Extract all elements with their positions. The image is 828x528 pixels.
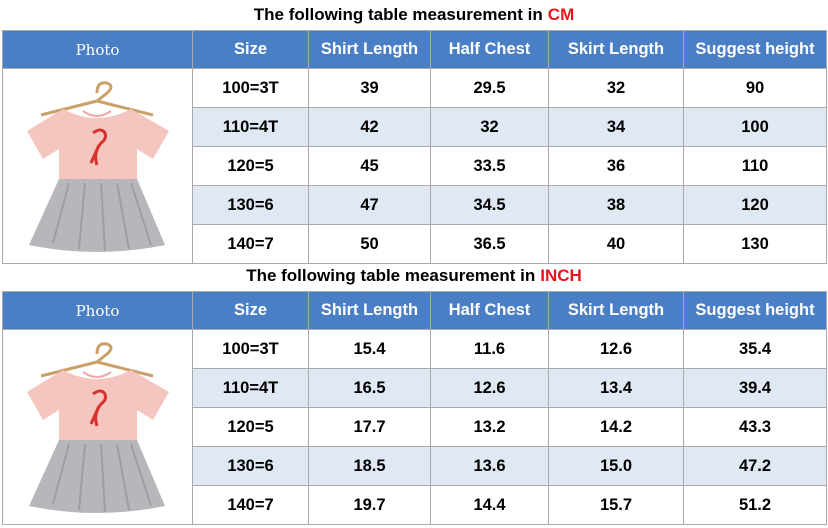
header-row: Photo Size Shirt Length Half Chest Skirt… [2, 291, 827, 330]
size-cell: 100=3T [192, 329, 309, 369]
shirt-length-cell: 47 [308, 185, 431, 225]
header-suggest-height: Suggest height [683, 30, 827, 69]
table-row: 120=5 17.7 13.2 14.2 43.3 [3, 407, 827, 447]
skirt-length-cell: 36 [548, 146, 684, 186]
size-cell: 130=6 [192, 446, 309, 486]
table-row: 100=3T 39 29.5 32 90 [2, 68, 827, 264]
half-chest-cell: 29.5 [430, 68, 549, 108]
cm-unit-label: CM [547, 5, 575, 24]
half-chest-cell: 11.6 [430, 329, 549, 369]
size-cell: 140=7 [192, 485, 309, 525]
table-row: 140=7 19.7 14.4 15.7 51.2 [3, 485, 827, 525]
shirt-length-cell: 17.7 [308, 407, 431, 447]
half-chest-cell: 34.5 [430, 185, 549, 225]
header-size: Size [192, 30, 309, 69]
cm-size-table: Photo Size Shirt Length Half Chest Skirt… [2, 30, 827, 264]
header-shirt-length: Shirt Length [308, 291, 431, 330]
header-half-chest: Half Chest [430, 291, 549, 330]
skirt-length-cell: 15.0 [548, 446, 684, 486]
suggest-height-cell: 47.2 [683, 446, 827, 486]
suggest-height-cell: 120 [683, 185, 827, 225]
shirt-length-cell: 15.4 [308, 329, 431, 369]
half-chest-cell: 32 [430, 107, 549, 147]
shirt-length-cell: 18.5 [308, 446, 431, 486]
skirt-length-cell: 34 [548, 107, 684, 147]
skirt-length-cell: 13.4 [548, 368, 684, 408]
skirt-length-cell: 15.7 [548, 485, 684, 525]
inch-size-table: Photo Size Shirt Length Half Chest Skirt… [2, 291, 827, 525]
table-row: 130=6 47 34.5 38 120 [3, 185, 827, 225]
skirt-length-cell: 14.2 [548, 407, 684, 447]
skirt-length-cell: 38 [548, 185, 684, 225]
header-size: Size [192, 291, 309, 330]
header-row: Photo Size Shirt Length Half Chest Skirt… [2, 30, 827, 69]
header-half-chest: Half Chest [430, 30, 549, 69]
inch-table-title: The following table measurement in INCH [0, 261, 828, 291]
suggest-height-cell: 100 [683, 107, 827, 147]
header-shirt-length: Shirt Length [308, 30, 431, 69]
size-cell: 120=5 [192, 407, 309, 447]
table-row: 120=5 45 33.5 36 110 [3, 146, 827, 186]
product-photo [2, 68, 193, 264]
suggest-height-cell: 35.4 [683, 329, 827, 369]
skirt-length-cell: 40 [548, 224, 684, 264]
size-cell: 120=5 [192, 146, 309, 186]
suggest-height-cell: 51.2 [683, 485, 827, 525]
size-cell: 110=4T [192, 368, 309, 408]
suggest-height-cell: 130 [683, 224, 827, 264]
table-row: 140=7 50 36.5 40 130 [3, 224, 827, 264]
product-photo [2, 329, 193, 525]
half-chest-cell: 14.4 [430, 485, 549, 525]
skirt-length-cell: 12.6 [548, 329, 684, 369]
dress-photo-icon [26, 342, 169, 513]
shirt-length-cell: 50 [308, 224, 431, 264]
size-cell: 140=7 [192, 224, 309, 264]
half-chest-cell: 12.6 [430, 368, 549, 408]
size-cell: 100=3T [192, 68, 309, 108]
half-chest-cell: 13.6 [430, 446, 549, 486]
inch-title-text: The following table measurement in [246, 266, 536, 285]
shirt-length-cell: 16.5 [308, 368, 431, 408]
dress-photo-icon [26, 81, 169, 252]
table-row: 110=4T 42 32 34 100 [3, 107, 827, 147]
skirt-length-cell: 32 [548, 68, 684, 108]
table-row: 130=6 18.5 13.6 15.0 47.2 [3, 446, 827, 486]
suggest-height-cell: 39.4 [683, 368, 827, 408]
half-chest-cell: 13.2 [430, 407, 549, 447]
shirt-length-cell: 42 [308, 107, 431, 147]
suggest-height-cell: 90 [683, 68, 827, 108]
header-photo: Photo [2, 291, 193, 330]
shirt-length-cell: 45 [308, 146, 431, 186]
half-chest-cell: 33.5 [430, 146, 549, 186]
table-row: 110=4T 16.5 12.6 13.4 39.4 [3, 368, 827, 408]
size-cell: 110=4T [192, 107, 309, 147]
shirt-length-cell: 39 [308, 68, 431, 108]
header-skirt-length: Skirt Length [548, 291, 684, 330]
size-cell: 130=6 [192, 185, 309, 225]
cm-title-text: The following table measurement in [253, 5, 543, 24]
inch-unit-label: INCH [540, 266, 582, 285]
table-row: 100=3T 15.4 11.6 12.6 35.4 [2, 329, 827, 525]
header-skirt-length: Skirt Length [548, 30, 684, 69]
shirt-length-cell: 19.7 [308, 485, 431, 525]
half-chest-cell: 36.5 [430, 224, 549, 264]
suggest-height-cell: 43.3 [683, 407, 827, 447]
suggest-height-cell: 110 [683, 146, 827, 186]
header-suggest-height: Suggest height [683, 291, 827, 330]
header-photo: Photo [2, 30, 193, 69]
cm-table-title: The following table measurement in CM [0, 0, 828, 30]
